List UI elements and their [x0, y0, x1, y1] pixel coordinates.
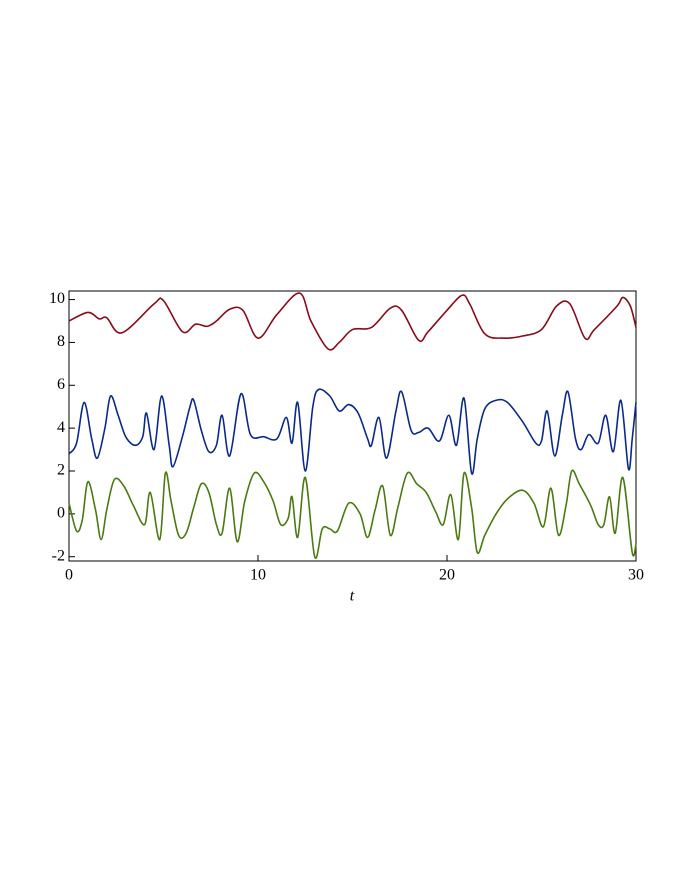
line-series [68, 292, 637, 351]
plot-frame [68, 290, 637, 562]
y-tick-label: 0 [57, 505, 65, 522]
y-tick-label: 2 [57, 462, 65, 479]
x-tick-label: 10 [250, 567, 266, 584]
line-series [68, 469, 637, 559]
y-tick-label: 6 [57, 376, 65, 393]
x-tick-label: 0 [65, 567, 73, 584]
y-tick-label: -2 [52, 547, 65, 564]
x-tick-label: 20 [439, 567, 455, 584]
x-tick-label: 30 [628, 567, 644, 584]
y-tick-label: 10 [49, 290, 65, 307]
line-series [68, 388, 637, 475]
y-tick-label: 4 [57, 419, 65, 436]
x-axis-label: t [350, 588, 355, 605]
y-tick-label: 8 [57, 333, 65, 350]
